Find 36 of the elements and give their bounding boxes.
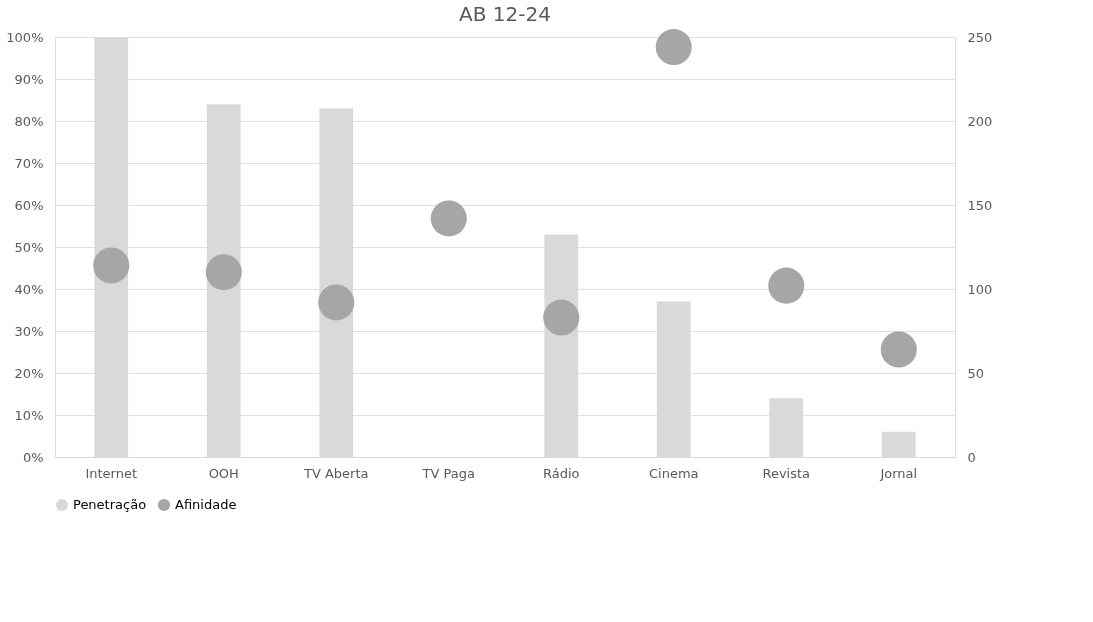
- x-tick-label: TV Paga: [421, 465, 475, 481]
- x-tick-label: OOH: [208, 465, 239, 481]
- x-tick-label: Jornal: [879, 465, 918, 481]
- point: [655, 29, 692, 66]
- y-tick-label: 20%: [14, 365, 44, 381]
- y-tick-label: 50%: [14, 239, 44, 255]
- point: [543, 299, 580, 336]
- y-tick-label: 60%: [14, 197, 44, 213]
- y-tick-label: 100%: [6, 29, 44, 45]
- y2-tick-label: 200: [967, 113, 993, 129]
- x-tick-label: Rádio: [542, 465, 580, 481]
- y-tick-label: 40%: [14, 281, 44, 297]
- y2-tick-label: 100: [967, 281, 993, 297]
- legend-label: Penetração: [73, 497, 147, 512]
- y2-tick-label: 0: [967, 449, 976, 465]
- chart-title: AB 12-24: [459, 2, 551, 27]
- point: [318, 284, 355, 321]
- point: [880, 331, 917, 368]
- point: [768, 267, 805, 304]
- x-tick-label: Internet: [85, 465, 138, 481]
- y2-tick-label: 250: [967, 29, 993, 45]
- x-tick-label: TV Aberta: [302, 465, 369, 481]
- x-tick-label: Cinema: [648, 465, 699, 481]
- point: [93, 247, 130, 284]
- y-tick-label: 70%: [14, 155, 44, 171]
- point: [430, 200, 467, 237]
- y-tick-label: 90%: [14, 71, 44, 87]
- y2-tick-label: 50: [967, 365, 985, 381]
- y-tick-label: 10%: [14, 407, 44, 423]
- x-tick-label: Revista: [762, 465, 811, 481]
- y-tick-label: 0%: [22, 449, 44, 465]
- y2-tick-label: 150: [967, 197, 993, 213]
- legend-label: Afinidade: [175, 497, 237, 512]
- y-tick-label: 80%: [14, 113, 44, 129]
- y-tick-label: 30%: [14, 323, 44, 339]
- point: [205, 254, 242, 291]
